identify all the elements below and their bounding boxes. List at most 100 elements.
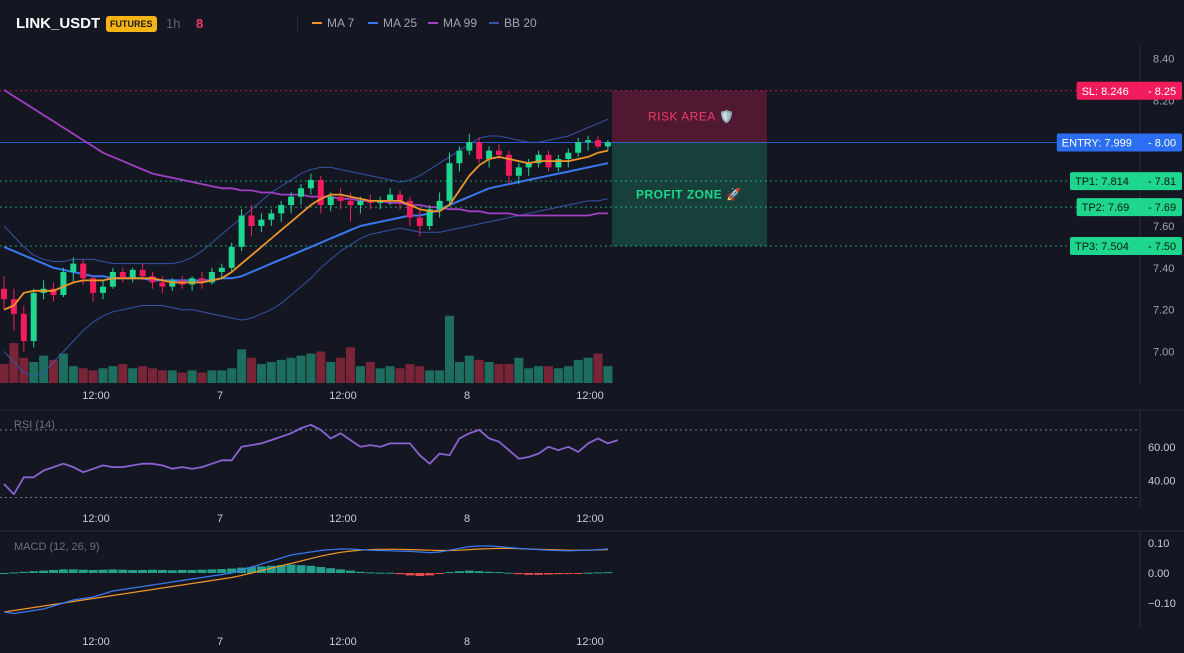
x-tick-label: 12:00 <box>576 390 604 402</box>
x-tick-label: 8 <box>464 636 470 648</box>
volume-bar <box>336 357 346 383</box>
candle-body <box>258 219 265 226</box>
legend-ma99-label: MA 99 <box>443 16 478 30</box>
macd-histogram-bar <box>276 565 286 573</box>
macd-histogram-bar <box>0 573 9 574</box>
macd-histogram-bar <box>544 573 553 575</box>
timeframe-label[interactable]: 1h <box>166 16 181 31</box>
candle-body <box>30 292 37 342</box>
macd-histogram-bar <box>118 569 128 573</box>
macd-histogram-bar <box>217 569 227 573</box>
candle-body <box>80 263 87 279</box>
rsi-tick-label: 60.00 <box>1148 442 1176 454</box>
tp1-tag <box>1070 172 1182 191</box>
candle-body <box>288 196 295 206</box>
candle-body <box>218 267 225 272</box>
candle-body <box>298 188 304 197</box>
macd-title: MACD (12, 26, 9) <box>14 541 100 553</box>
x-tick-label: 12:00 <box>576 636 604 648</box>
macd-histogram-bar <box>157 570 167 573</box>
x-tick-label: 12:00 <box>329 636 357 648</box>
candle-body <box>406 200 413 218</box>
macd-histogram-bar <box>98 569 108 573</box>
volume-bar <box>504 364 514 383</box>
ma99-line <box>3 89 608 217</box>
profit-zone-label: PROFIT ZONE 🚀 <box>636 187 741 201</box>
volume-bar <box>138 366 148 383</box>
macd-histogram-bar <box>534 573 544 575</box>
macd-histogram-bar <box>286 564 296 573</box>
volume-bar <box>464 355 474 383</box>
volume-bar <box>395 368 405 383</box>
candle-body <box>228 246 235 268</box>
x-tick-label: 12:00 <box>82 390 110 402</box>
symbol-title[interactable]: LINK_USDT <box>16 15 101 32</box>
volume-bar <box>266 362 276 383</box>
volume-bar <box>39 355 49 383</box>
ma7-swatch-icon <box>312 21 322 24</box>
macd-histogram-bar <box>484 571 494 573</box>
candle-body <box>476 142 483 159</box>
tp2-tag-label: TP2: 7.69 <box>1082 202 1130 214</box>
candle-body <box>515 167 522 176</box>
candle-body <box>1 288 7 300</box>
volume-bar <box>237 349 247 383</box>
legend-bb20-label: BB 20 <box>504 16 537 30</box>
candle-body <box>20 313 27 342</box>
volume-bar <box>128 368 138 383</box>
rsi-line <box>3 423 619 496</box>
price-tick-label: 7.60 <box>1153 221 1174 233</box>
legend-ma25[interactable]: MA 25 <box>368 16 417 30</box>
candle-body <box>595 140 601 147</box>
macd-histogram-bar <box>405 573 415 576</box>
volume-bar <box>0 364 9 383</box>
volume-bar <box>207 370 217 383</box>
macd-histogram-bar <box>39 570 49 573</box>
legend-ma7-label: MA 7 <box>327 16 355 30</box>
volume-bar <box>276 359 286 383</box>
macd-histogram-bar <box>375 572 385 574</box>
entry-tag-label: ENTRY: 7.999 <box>1062 137 1132 149</box>
macd-histogram-bar <box>78 569 88 573</box>
candle-body <box>70 263 77 272</box>
candle-body <box>109 272 116 287</box>
candle-body <box>436 200 443 210</box>
candle-body <box>169 280 176 287</box>
candle-body <box>317 179 324 206</box>
volume-bar <box>494 364 504 383</box>
sl-axis-value: - 8.25 <box>1148 86 1176 98</box>
header-divider <box>297 16 298 32</box>
volume-bar <box>167 370 177 383</box>
legend-ma7[interactable]: MA 7 <box>312 16 354 30</box>
macd-histogram-bar <box>603 572 613 574</box>
candle-body <box>604 142 611 147</box>
x-tick-label: 12:00 <box>82 636 110 648</box>
macd-histogram-bar <box>385 572 395 574</box>
bb20-swatch-icon <box>489 21 499 24</box>
price-tick-label: 7.20 <box>1153 305 1174 317</box>
candle-body <box>327 196 334 206</box>
candle-body <box>377 200 384 203</box>
candle-body <box>535 154 542 164</box>
risk-area-label: RISK AREA 🛡️ <box>648 110 734 124</box>
macd-histogram-bar <box>494 572 504 574</box>
candle-body <box>337 196 344 201</box>
volume-bar <box>514 357 524 383</box>
tp3-tag-label: TP3: 7.504 <box>1075 241 1129 253</box>
legend-ma99[interactable]: MA 99 <box>428 16 477 30</box>
bb-lower-line <box>3 198 609 378</box>
candle-body <box>208 272 215 283</box>
ma7-line <box>3 149 609 311</box>
candle-body <box>347 200 354 206</box>
legend-bb20[interactable]: BB 20 <box>489 16 537 30</box>
volume-bar <box>78 368 88 383</box>
volume-bar <box>256 364 266 383</box>
volume-bar <box>534 366 544 383</box>
volume-bar <box>474 359 484 383</box>
macd-histogram-bar <box>58 569 68 573</box>
macd-histogram-bar <box>207 569 217 573</box>
volume-bar <box>544 366 553 383</box>
macd-histogram-bar <box>138 570 148 573</box>
macd-histogram-bar <box>464 570 474 573</box>
